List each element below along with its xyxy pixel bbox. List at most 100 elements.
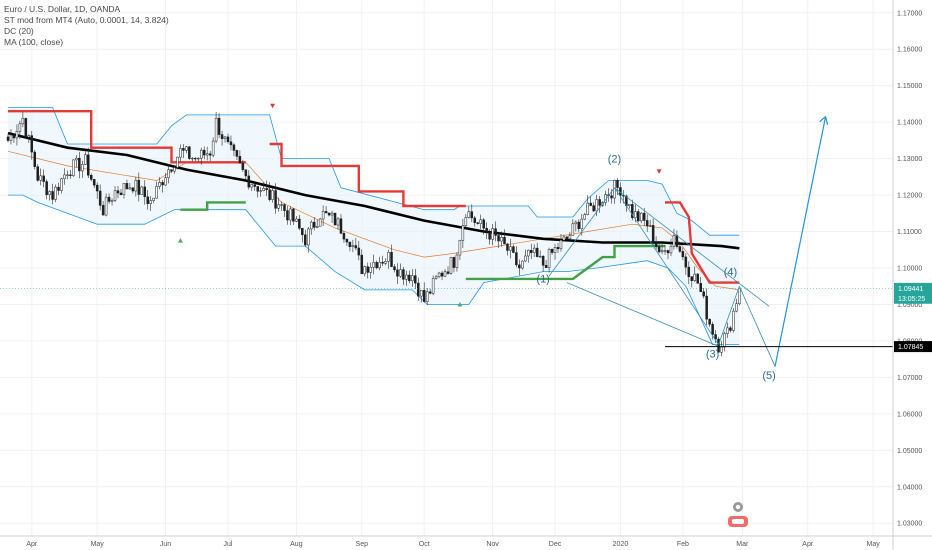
candle [45,179,48,200]
candle-body [518,264,521,269]
candle-body [223,136,227,139]
candle-body [381,261,384,264]
candle [36,164,39,182]
candle [559,234,563,252]
candle-body [199,149,203,159]
candle-body [363,266,367,275]
candle-body [571,223,575,236]
candle-body [693,273,697,281]
candle-body [402,269,405,280]
candle-body [143,186,147,198]
y-tick-label: 1.03000 [897,521,922,528]
channel-line-upper [614,187,770,307]
candle-body [321,211,325,220]
candle-body [500,237,503,242]
wave-line-3-4 [718,286,740,345]
candle-body [705,295,708,320]
candle-body [372,262,375,268]
candle [122,183,126,199]
candle [595,194,598,217]
candle-body [220,134,224,139]
candle [705,288,708,326]
price-axis[interactable]: 1.17000 1.16000 1.15000 1.14000 1.13000 1.120… [892,0,932,550]
candle [92,178,96,188]
candle [535,242,539,258]
candle [372,254,375,275]
y-tick-label: 1.16000 [897,47,922,54]
candle [205,146,209,161]
candle [188,146,191,160]
wave-line-2-3 [614,187,719,345]
candle [176,156,179,170]
candle-body [182,148,185,151]
wave-line-1-2 [548,187,615,277]
candle-body [574,221,578,225]
candle-body [491,228,494,240]
candle [194,157,197,162]
candle-body [146,196,149,204]
candle-body [217,117,221,135]
candle-body [476,222,479,224]
candle-body [598,199,601,206]
candle [78,152,81,179]
candle-body [556,247,560,250]
candle [81,160,84,178]
candle-body [298,218,301,229]
candle-body [277,204,280,209]
candle-body [455,254,459,268]
candle-body [81,164,84,172]
time-axis[interactable]: Apr May Jun Jul Aug Sep Oct Nov Dec 2020 Feb Mar Apr… [0,535,932,548]
candle [265,180,268,197]
candle [529,243,533,260]
supertrend-up-line [465,244,665,281]
candle-body [720,346,723,353]
candle [63,168,66,185]
candle [277,197,280,212]
candle [42,169,45,188]
x-tick-label: May [91,541,105,548]
candle [304,229,307,247]
candle [202,146,206,160]
candle-body [259,190,262,192]
candle-body [708,318,711,325]
candle [280,201,283,212]
candle-body [589,202,592,206]
candle-body [113,190,117,201]
candle [101,201,105,216]
candle-body [681,251,685,258]
candle-body [562,236,566,241]
candle [18,120,22,140]
candle [411,269,414,287]
candle-body [48,191,51,195]
candle [678,242,682,253]
candle-body [672,235,676,247]
candle [57,182,60,196]
candle-body [283,204,286,211]
candle [107,193,111,204]
candle [366,262,369,279]
candle [244,169,248,180]
candle [458,239,462,260]
candle [446,266,450,275]
candle [550,248,554,256]
candle [170,169,173,174]
candle [24,117,28,139]
candle-body [639,212,643,222]
chart-legend: Euro / U.S. Dollar, 1D, OANDA ST mod fro… [4,4,169,48]
candle [333,212,337,226]
candle [167,164,170,184]
candle-body [92,179,96,186]
candle-body [307,228,310,246]
candle [443,269,447,278]
candle-body [6,136,10,141]
candle-body [194,157,197,160]
candle [637,209,640,223]
candle [660,243,664,255]
candle-body [324,211,328,214]
candle [327,212,331,217]
candle [393,264,396,273]
candle-body [12,134,16,139]
candle [15,124,19,146]
candle [229,135,233,151]
